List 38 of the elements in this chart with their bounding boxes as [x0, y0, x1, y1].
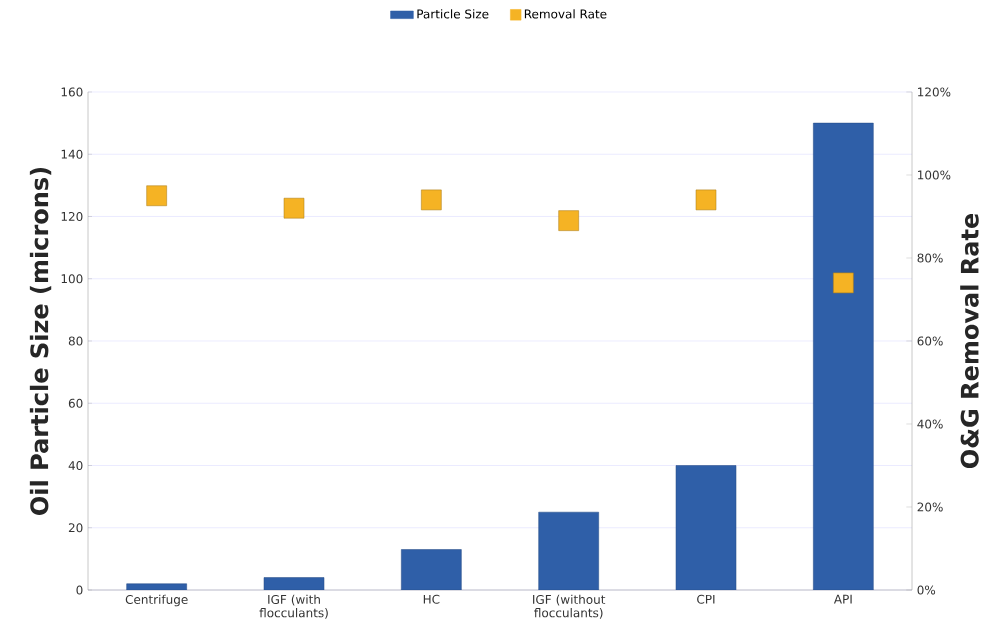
bar [401, 549, 462, 590]
bar [813, 122, 874, 590]
point [833, 272, 854, 294]
point [146, 185, 167, 207]
point [283, 197, 305, 219]
y-tick-label: 80 [68, 336, 83, 346]
y2-tick-label: 40% [917, 419, 943, 429]
bar [263, 577, 325, 590]
legend-label: Particle Size [417, 9, 489, 19]
y2-tick-label: 120% [918, 87, 951, 97]
y2-axis-title: O&G Removal Rate [960, 213, 979, 469]
y-axis-title: Oil Particle Size (microns) [29, 167, 52, 515]
point [695, 189, 717, 211]
y-tick-label: 60 [68, 398, 83, 408]
x-tick-label: Centrifuge [125, 594, 188, 607]
point [558, 210, 579, 231]
y-tick-label: 160 [61, 87, 83, 97]
y2-tick-label: 0% [917, 585, 936, 595]
y2-tick-label: 20% [917, 502, 943, 512]
y2-tick-label: 60% [917, 336, 943, 346]
y2-tick-label: 100% [918, 170, 951, 180]
point [421, 189, 442, 211]
bar [538, 511, 599, 590]
y-tick-label: 0 [76, 585, 83, 595]
legend-label: Removal Rate [524, 9, 607, 19]
bar [675, 465, 737, 590]
y-tick-label: 20 [68, 523, 83, 533]
y2-tick-label: 80% [917, 253, 943, 263]
y-tick-label: 140 [61, 149, 83, 159]
y-tick-label: 40 [68, 460, 83, 471]
x-tick-label: IGF (with flocculants) [259, 594, 328, 619]
x-tick-label: HC [423, 594, 440, 604]
bar [126, 583, 187, 590]
x-tick-label: API [833, 594, 852, 604]
y-tick-label: 120 [61, 211, 83, 222]
x-tick-label: IGF (without flocculants) [533, 594, 606, 619]
x-tick-label: CPI [697, 594, 715, 604]
y-tick-label: 100 [61, 274, 83, 284]
